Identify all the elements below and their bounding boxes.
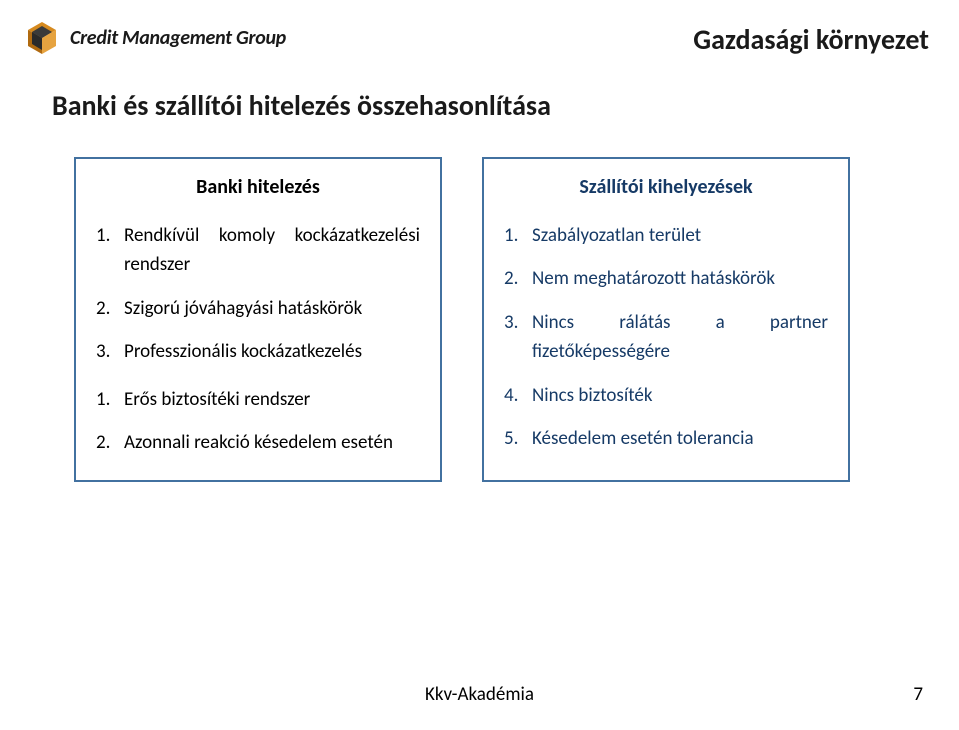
- logo-block: Credit Management Group: [22, 18, 286, 58]
- item-text: Erős biztosítéki rendszer: [124, 385, 420, 414]
- left-list-group-a: 1.Rendkívül komoly kockázatkezelési rend…: [96, 221, 420, 367]
- right-column-box: Szállítói kihelyezések 1.Szabályozatlan …: [482, 157, 850, 482]
- right-column-title: Szállítói kihelyezések: [504, 175, 828, 199]
- item-number: 4.: [504, 381, 532, 410]
- item-text: Nincs rálátás a partner fizetőképességér…: [532, 308, 828, 367]
- list-item: 3.Nincs rálátás a partner fizetőképesség…: [504, 308, 828, 367]
- item-text: Rendkívül komoly kockázatkezelési rendsz…: [124, 221, 420, 280]
- section-label: Gazdasági környezet: [693, 22, 929, 57]
- list-item: 2.Szigorú jóváhagyási hatáskörök: [96, 294, 420, 323]
- list-item: 2.Azonnali reakció késedelem esetén: [96, 428, 420, 457]
- list-item: 3.Professzionális kockázatkezelés: [96, 337, 420, 366]
- item-text: Nincs biztosíték: [532, 381, 828, 410]
- list-item: 5.Késedelem esetén tolerancia: [504, 424, 828, 453]
- item-number: 5.: [504, 424, 532, 453]
- right-list-group: 1.Szabályozatlan terület 2.Nem meghatáro…: [504, 221, 828, 454]
- item-number: 2.: [504, 264, 532, 293]
- item-text: Szabályozatlan terület: [532, 221, 828, 250]
- comparison-columns: Banki hitelezés 1.Rendkívül komoly kocká…: [0, 123, 959, 482]
- item-number: 1.: [96, 385, 124, 414]
- item-number: 1.: [96, 221, 124, 280]
- company-name: Credit Management Group: [70, 26, 286, 50]
- list-item: 4.Nincs biztosíték: [504, 381, 828, 410]
- list-item: 1.Rendkívül komoly kockázatkezelési rend…: [96, 221, 420, 280]
- page-number: 7: [913, 683, 923, 706]
- company-logo-icon: [22, 18, 62, 58]
- item-text: Szigorú jóváhagyási hatáskörök: [124, 294, 420, 323]
- item-number: 3.: [504, 308, 532, 367]
- list-item: 1.Erős biztosítéki rendszer: [96, 385, 420, 414]
- left-column-title: Banki hitelezés: [96, 175, 420, 199]
- item-text: Nem meghatározott hatáskörök: [532, 264, 828, 293]
- list-item: 1.Szabályozatlan terület: [504, 221, 828, 250]
- page-title: Banki és szállítói hitelezés összehasonl…: [0, 66, 959, 123]
- item-number: 3.: [96, 337, 124, 366]
- left-column-box: Banki hitelezés 1.Rendkívül komoly kocká…: [74, 157, 442, 482]
- item-text: Azonnali reakció késedelem esetén: [124, 428, 420, 457]
- item-number: 2.: [96, 294, 124, 323]
- item-text: Késedelem esetén tolerancia: [532, 424, 828, 453]
- item-number: 1.: [504, 221, 532, 250]
- item-number: 2.: [96, 428, 124, 457]
- footer-text: Kkv-Akadémia: [0, 683, 959, 706]
- left-list-group-b: 1.Erős biztosítéki rendszer 2.Azonnali r…: [96, 385, 420, 458]
- item-text: Professzionális kockázatkezelés: [124, 337, 420, 366]
- header-row: Credit Management Group Gazdasági környe…: [0, 0, 959, 66]
- list-item: 2.Nem meghatározott hatáskörök: [504, 264, 828, 293]
